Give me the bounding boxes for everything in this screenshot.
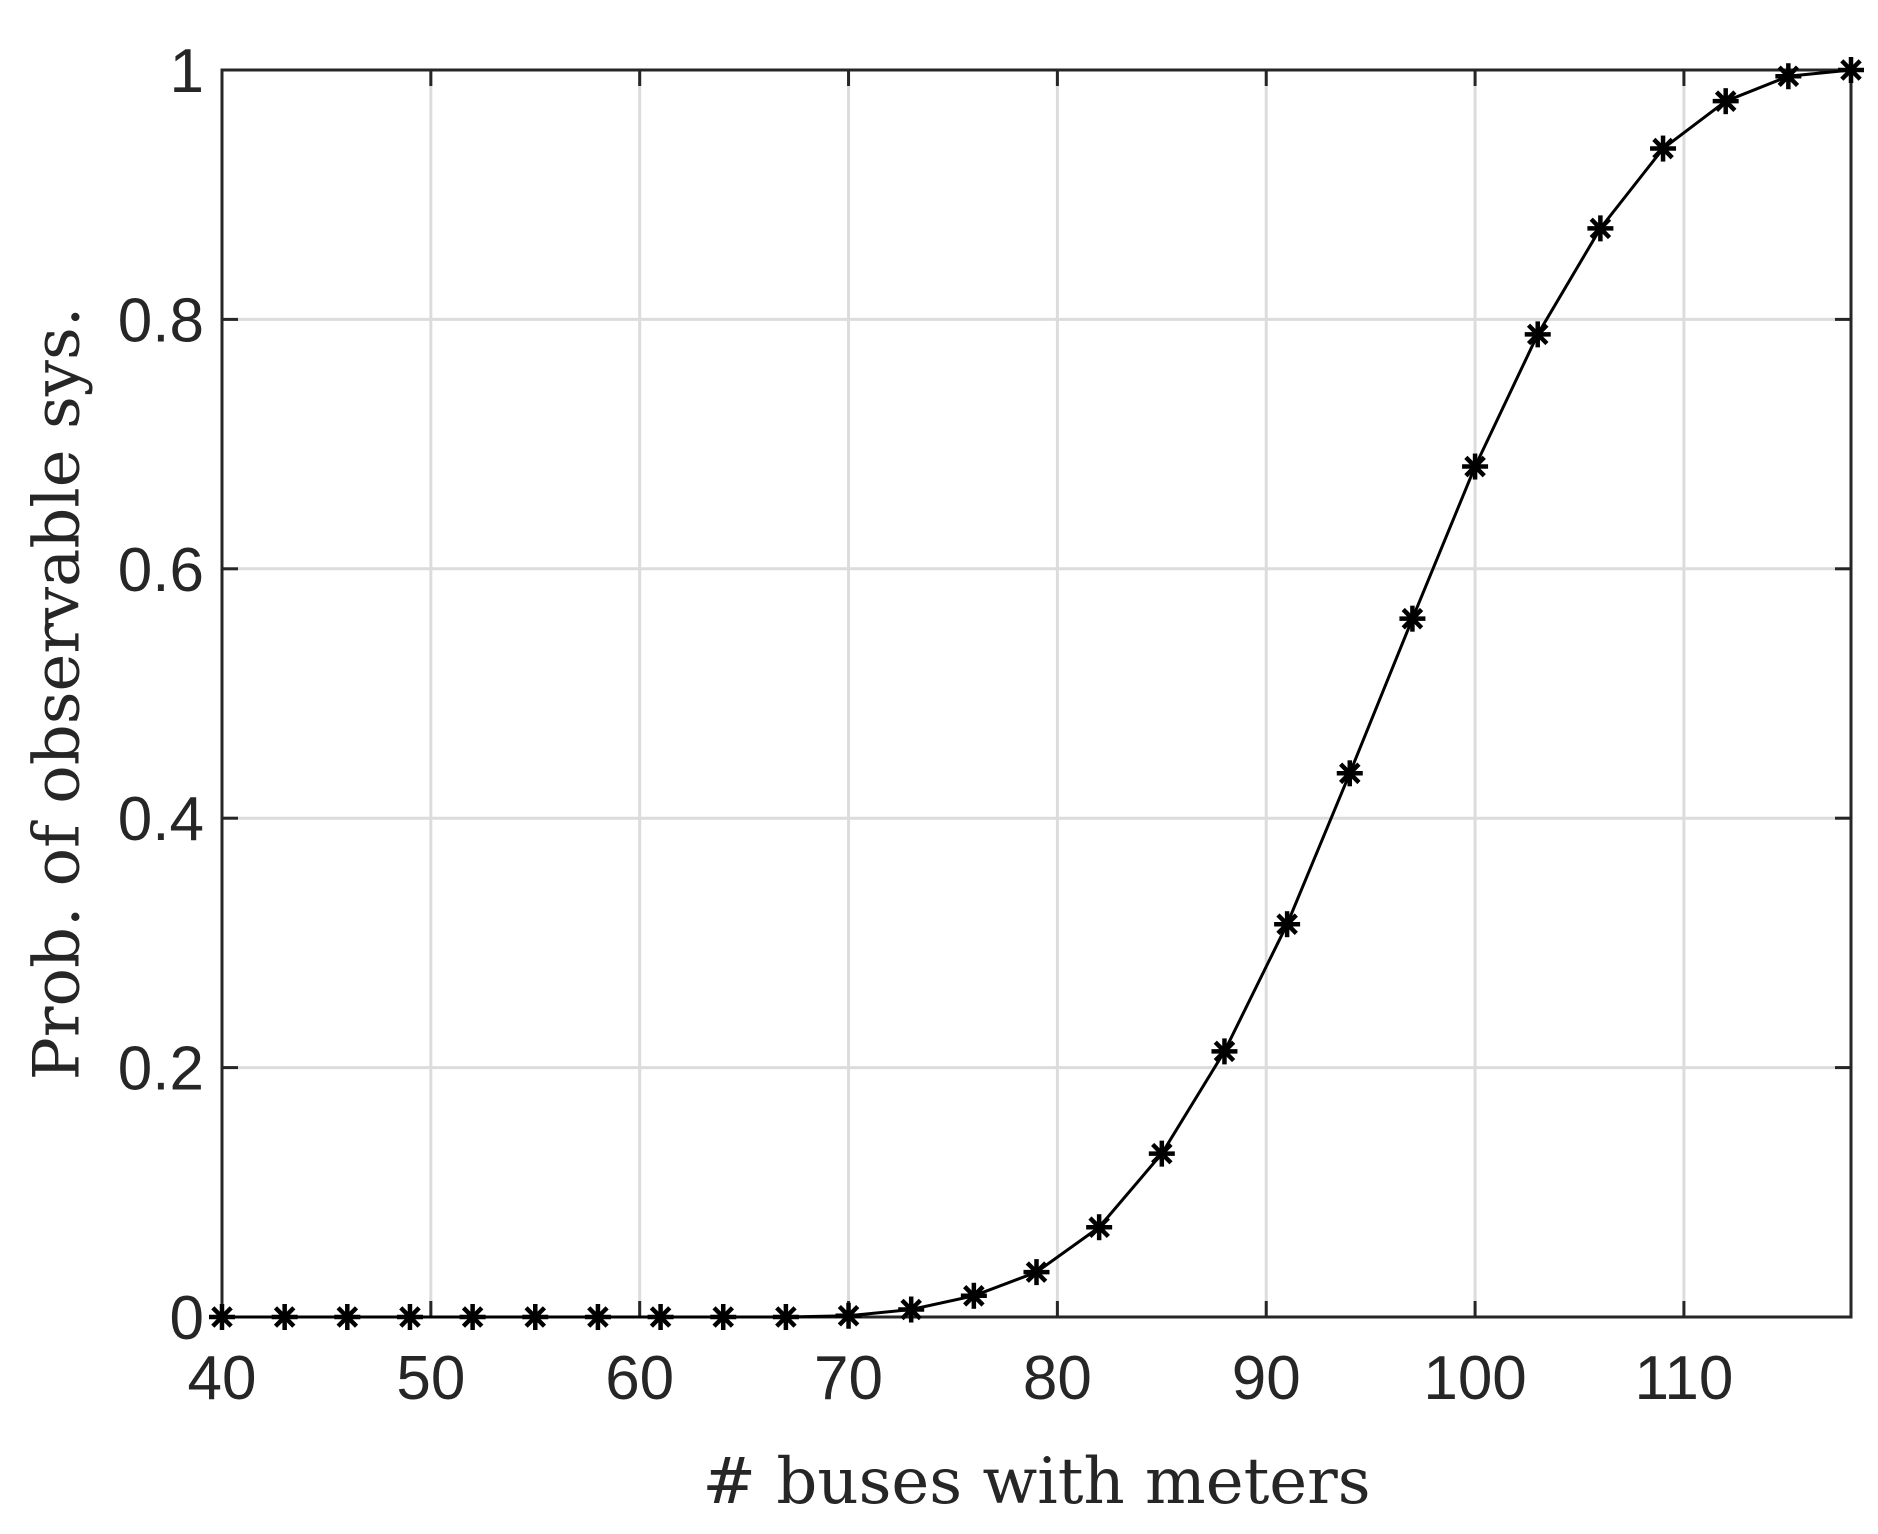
y-tick-label: 0.2 (118, 1035, 204, 1104)
grid (222, 70, 1851, 1317)
marker-stroke (1840, 59, 1862, 81)
x-tick-label: 60 (605, 1344, 674, 1413)
data-point (459, 1304, 486, 1330)
data-point (271, 1304, 298, 1330)
y-tick-label: 0 (170, 1284, 204, 1353)
data-point (960, 1282, 987, 1309)
data-point (1023, 1259, 1050, 1286)
series-line (222, 68, 1852, 1319)
plot-frame (220, 68, 1853, 1319)
marker-stroke (775, 1306, 797, 1328)
data-point (1462, 453, 1489, 480)
data-point (1274, 911, 1301, 938)
data-point (1148, 1140, 1175, 1167)
data-point (1775, 63, 1802, 90)
marker-stroke (1276, 913, 1298, 935)
marker-stroke (336, 1306, 359, 1328)
marker-stroke (273, 1306, 296, 1328)
data-point (647, 1304, 674, 1330)
marker-stroke (1526, 323, 1549, 346)
data-point (1712, 88, 1739, 115)
data-point (584, 1304, 611, 1330)
marker-stroke (963, 1285, 985, 1307)
data-point (1086, 1214, 1113, 1241)
y-tick-label: 0.8 (118, 286, 204, 355)
y-axis-label: Prob. of observable sys. (21, 307, 95, 1080)
marker-stroke (1025, 1261, 1048, 1283)
x-tick-label: 50 (396, 1344, 465, 1413)
x-tick-label: 70 (814, 1344, 883, 1413)
marker-stroke (1401, 607, 1424, 630)
data-point (1399, 605, 1426, 632)
data-point (396, 1304, 423, 1330)
marker-stroke (211, 1306, 233, 1328)
data-point (898, 1296, 925, 1323)
marker-stroke (1589, 217, 1612, 240)
data-point (334, 1304, 361, 1330)
data-point (1650, 135, 1677, 162)
data-point (209, 1304, 235, 1330)
x-tick-label: 80 (1023, 1344, 1092, 1413)
marker-stroke (900, 1298, 922, 1321)
marker-stroke (712, 1306, 735, 1328)
labels: # buses with meters Prob. of observable … (21, 307, 1371, 1519)
marker-stroke (399, 1306, 421, 1328)
data-point (1336, 760, 1363, 787)
y-tick-label: 0.4 (118, 785, 204, 854)
marker-stroke (837, 1304, 860, 1327)
marker-stroke (1151, 1142, 1173, 1165)
data-point (835, 1302, 862, 1329)
x-axis-label: # buses with meters (702, 1445, 1370, 1519)
data-point (1211, 1038, 1238, 1065)
marker-stroke (461, 1306, 484, 1328)
marker-stroke (1213, 1040, 1236, 1063)
data-point (710, 1304, 737, 1330)
y-tick-label: 0.6 (118, 536, 204, 605)
marker-stroke (524, 1306, 547, 1328)
x-tick-label: 110 (1635, 1344, 1734, 1413)
data-point (1587, 215, 1614, 242)
data-point (522, 1304, 549, 1330)
data-point (1838, 57, 1864, 83)
marker-stroke (1338, 762, 1361, 785)
x-tick-label: 40 (188, 1344, 257, 1413)
y-tick-label: 1 (170, 37, 204, 106)
series (209, 57, 1864, 1330)
axes: 40 50 60 70 80 90 100 110 0 0.2 0.4 0.6 0.8 1 (118, 37, 1853, 1413)
x-tick-label: 90 (1232, 1344, 1301, 1413)
x-tick-label: 100 (1423, 1344, 1526, 1413)
marker-stroke (1652, 137, 1674, 160)
data-point (772, 1304, 799, 1330)
marker-stroke (1464, 455, 1486, 478)
marker-stroke (1777, 65, 1800, 88)
marker-stroke (1088, 1216, 1110, 1238)
marker-stroke (649, 1306, 672, 1328)
marker-stroke (1714, 90, 1737, 112)
data-point (1524, 321, 1551, 348)
marker-stroke (587, 1306, 609, 1328)
